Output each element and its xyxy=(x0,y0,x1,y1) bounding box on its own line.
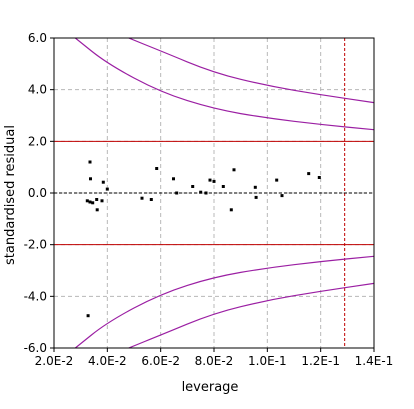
x-axis-ticks: 2.0E-2 4.0E-2 6.0E-2 8.0E-2 1.0E-1 1.2E-1 1.4E… xyxy=(35,348,394,368)
reference-lines xyxy=(54,38,374,348)
y-tick-label: 0.0 xyxy=(28,186,47,200)
x-tick-label: 8.0E-2 xyxy=(195,354,234,368)
data-point xyxy=(88,160,92,164)
data-point xyxy=(175,191,179,195)
data-point xyxy=(221,185,225,188)
x-tick-label: 1.4E-1 xyxy=(355,354,394,368)
data-point xyxy=(317,176,321,179)
x-tick-label: 1.0E-1 xyxy=(248,354,287,368)
data-point xyxy=(149,198,153,201)
confidence-curve xyxy=(74,38,374,131)
y-tick-label: -2.0 xyxy=(24,238,47,252)
data-point xyxy=(254,195,258,199)
x-tick-label: 2.0E-2 xyxy=(35,354,74,368)
data-point xyxy=(172,177,175,181)
data-point xyxy=(204,191,208,195)
confidence-curve xyxy=(128,38,374,104)
data-point xyxy=(88,200,92,204)
data-point xyxy=(307,172,311,176)
data-point xyxy=(253,185,257,189)
y-tick-label: -6.0 xyxy=(24,341,47,355)
confidence-curves xyxy=(74,38,374,348)
y-tick-label: 4.0 xyxy=(28,83,47,97)
x-axis-label: leverage xyxy=(182,380,239,395)
data-point xyxy=(140,196,144,200)
data-point xyxy=(101,180,105,184)
data-points xyxy=(85,160,321,318)
data-point xyxy=(89,177,92,181)
confidence-curve xyxy=(74,255,374,348)
x-tick-label: 6.0E-2 xyxy=(141,354,180,368)
data-point xyxy=(105,187,109,191)
data-point xyxy=(191,185,195,188)
data-point xyxy=(86,314,90,318)
y-axis-ticks: -6.0 -4.0 -2.0 0.0 2.0 4.0 6.0 xyxy=(24,31,54,355)
data-point xyxy=(85,199,89,203)
data-point xyxy=(91,201,95,205)
data-point xyxy=(232,168,236,172)
data-point xyxy=(212,179,216,183)
y-axis-label: standardised residual xyxy=(3,125,18,265)
y-tick-label: 6.0 xyxy=(28,31,47,45)
data-point xyxy=(280,194,284,198)
data-point xyxy=(100,199,104,203)
data-point xyxy=(95,208,99,212)
data-point xyxy=(208,178,212,182)
data-point xyxy=(199,190,203,194)
y-tick-label: 2.0 xyxy=(28,134,47,148)
y-tick-label: -4.0 xyxy=(24,289,47,303)
data-point xyxy=(155,167,159,170)
data-point xyxy=(229,208,233,212)
confidence-curve xyxy=(128,282,374,348)
data-point xyxy=(95,198,99,201)
data-point xyxy=(275,178,279,182)
x-tick-label: 1.2E-1 xyxy=(301,354,340,368)
x-tick-label: 4.0E-2 xyxy=(88,354,127,368)
